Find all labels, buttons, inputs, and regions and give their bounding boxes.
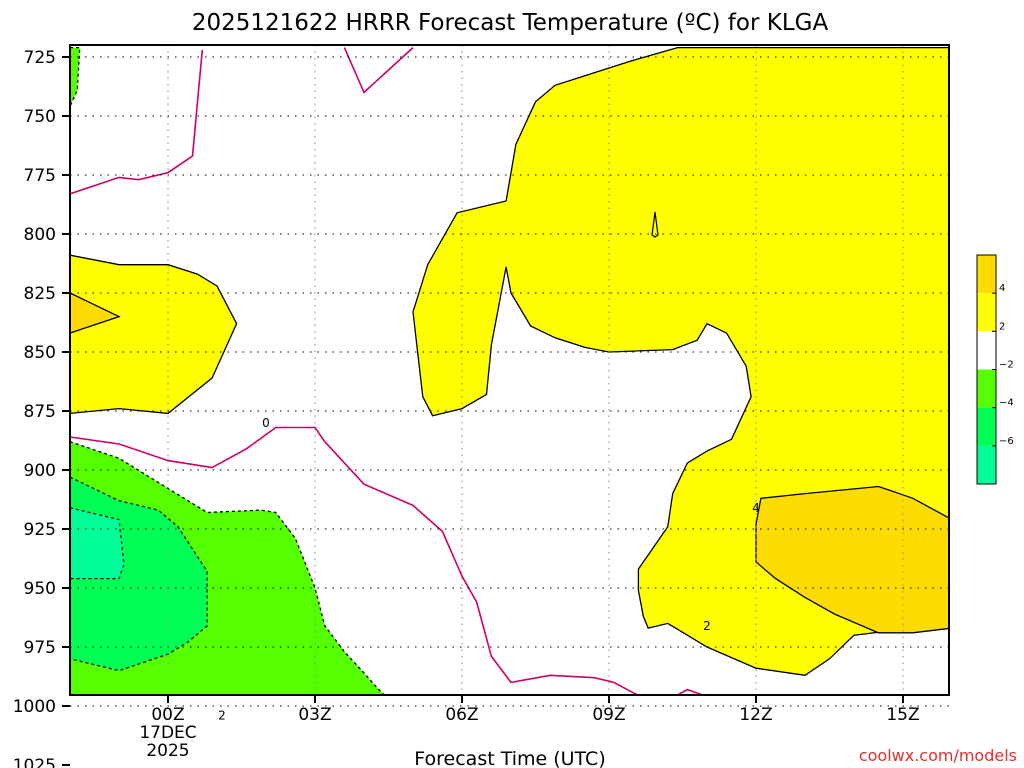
cold-m2-m4-region (70, 46, 81, 107)
y-tick-label: 775 (24, 166, 56, 186)
y-tick-label: 725 (24, 48, 56, 68)
y-tick-label: 975 (24, 638, 56, 658)
colorbar-label: 2 (999, 321, 1005, 332)
x-tick-label: 06Z (445, 705, 478, 725)
warm-2-4-region (70, 254, 238, 415)
x-tick-label: 2025 (146, 741, 189, 761)
credit-text: coolwx.com/models (859, 746, 1017, 765)
freezing-contour-line (343, 47, 414, 94)
chart-title: 2025121622 HRRR Forecast Temperature (ºC… (192, 10, 829, 36)
colorbar-label: −2 (999, 360, 1014, 371)
y-tick-label: 1000 (13, 697, 56, 717)
colorbar-label: −6 (999, 436, 1014, 447)
y-tick-label: 925 (24, 520, 56, 540)
warm-4-6-region (70, 292, 121, 334)
contour-label: 2 (703, 619, 711, 633)
x-tick-label: 17DEC (139, 723, 196, 743)
colorbar-band (977, 331, 996, 370)
y-tick-label: 825 (24, 284, 56, 304)
plot-area: 725 750 775 800 825 850 875 900 925 950 975 1000 102… (13, 44, 950, 768)
y-tick-label: 800 (24, 225, 56, 245)
colorbar-band (977, 255, 996, 294)
cold-m6-m8-region (70, 507, 125, 580)
y-tick-label: 875 (24, 402, 56, 422)
x-tick-label: 00Z (151, 705, 184, 725)
x-tick-label: 03Z (298, 705, 331, 725)
contour-label: 0 (262, 416, 270, 430)
plot-frame (69, 44, 950, 696)
plot-fields (70, 46, 949, 695)
freezing-contour-line (70, 49, 204, 195)
y-tick-label: 850 (24, 343, 56, 363)
x-tick-label: 12Z (739, 705, 772, 725)
y-tick-label: 950 (24, 579, 56, 599)
y-tick-label: 750 (24, 107, 56, 127)
y-tick-label: 900 (24, 461, 56, 481)
colorbar: 4 2 −2 −4 −6 (976, 254, 1014, 485)
small-contour-loop (651, 211, 659, 238)
colorbar-band (977, 445, 996, 484)
colorbar-label: 4 (999, 283, 1005, 294)
colorbar-band (977, 293, 996, 332)
contour-label: 2 (218, 708, 226, 722)
colorbar-band (977, 369, 996, 408)
x-tick-label: 15Z (886, 705, 919, 725)
x-tick-label: 09Z (592, 705, 625, 725)
contour-label: 4 (752, 501, 760, 515)
warm-4-6-region (755, 485, 949, 634)
freezing-contour-line (70, 426, 705, 695)
colorbar-band (977, 407, 996, 446)
colorbar-label: −4 (999, 398, 1014, 409)
y-tick-label: 1025 (13, 756, 56, 768)
x-axis-title: Forecast Time (UTC) (414, 748, 605, 768)
